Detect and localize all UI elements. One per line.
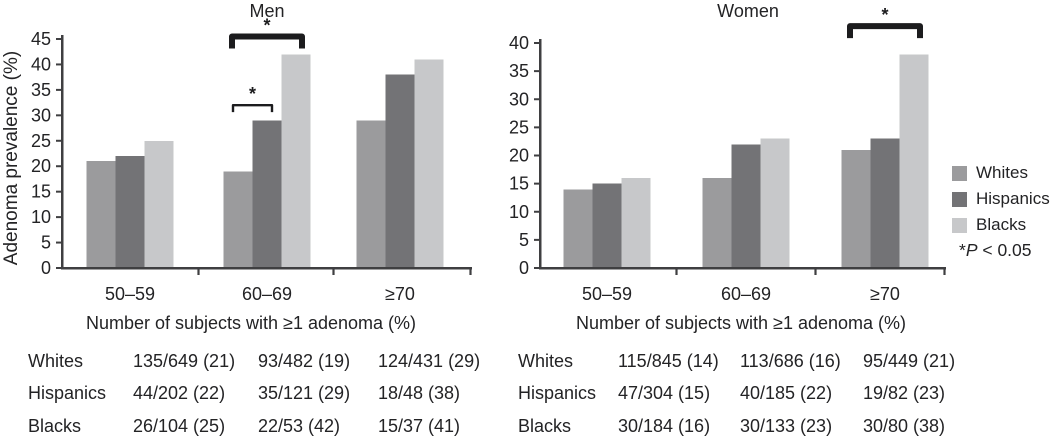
table-caption-women: Number of subjects with ≥1 adenoma (%) xyxy=(575,313,907,333)
y-tick-label: 0 xyxy=(41,258,51,278)
category-label: 50–59 xyxy=(105,284,155,304)
table-cell: 115/845 (14) xyxy=(618,350,719,371)
p-value-star: * xyxy=(959,240,966,260)
table-caption-men: Number of subjects with ≥1 adenoma (%) xyxy=(85,313,417,333)
table-cell: 35/121 (29) xyxy=(258,383,351,404)
y-tick-label: 45 xyxy=(31,29,51,49)
bar-hispanics-0 xyxy=(592,183,622,268)
y-tick-label: 40 xyxy=(31,54,51,74)
p-value-threshold: < 0.05 xyxy=(977,240,1032,260)
legend-item-blacks: Blacks xyxy=(952,212,1050,238)
counts-table-men: Whites 135/649 (21) 93/482 (19) 124/431 (29… xyxy=(28,345,518,437)
y-tick-label: 35 xyxy=(509,61,529,81)
bar-whites-1 xyxy=(223,171,253,268)
significance-bracket xyxy=(229,33,305,49)
y-tick-label: 10 xyxy=(509,202,529,222)
bar-blacks-1 xyxy=(281,54,311,269)
y-tick-label: 30 xyxy=(509,89,529,109)
legend-label: Whites xyxy=(976,163,1028,182)
bar-whites-2 xyxy=(356,120,386,268)
table-cell: 44/202 (22) xyxy=(133,383,226,404)
bar-whites-0 xyxy=(86,161,116,268)
y-tick-label: 35 xyxy=(31,80,51,100)
bar-blacks-0 xyxy=(144,140,174,268)
table-cell: 30/133 (23) xyxy=(740,415,833,436)
y-tick-label: 15 xyxy=(509,174,529,194)
significance-bracket xyxy=(231,103,274,113)
table-cell: 40/185 (22) xyxy=(740,383,833,404)
legend-item-hispanics: Hispanics xyxy=(952,186,1050,212)
bar-whites-2 xyxy=(841,149,871,268)
bar-hispanics-1 xyxy=(731,144,761,268)
table-cell: 15/37 (41) xyxy=(378,415,461,436)
table-cell: 22/53 (42) xyxy=(258,415,341,436)
y-tick-label: 40 xyxy=(509,33,529,53)
grouped-bar-charts: 0 5 10 15 20 25 30 35 40 45 50–59 60–69 ≥70 * * 0 5 10 15 2… xyxy=(31,5,946,304)
y-tick-label: 25 xyxy=(31,131,51,151)
table-cell: 26/104 (25) xyxy=(133,415,226,436)
table-row-label: Hispanics xyxy=(518,383,597,404)
table-cell: 18/48 (38) xyxy=(378,383,461,404)
y-tick-label: 5 xyxy=(41,233,51,253)
y-tick-label: 25 xyxy=(509,117,529,137)
chart-title-men: Men xyxy=(249,1,285,21)
significance-star: * xyxy=(249,84,256,104)
bar-blacks-0 xyxy=(621,178,651,268)
table-cell: 113/686 (16) xyxy=(740,350,841,371)
y-axis-label: Adenoma prevalence (%) xyxy=(1,50,22,266)
table-row-label: Hispanics xyxy=(28,383,107,404)
table-cell: 30/80 (38) xyxy=(863,415,946,436)
category-label: 50–59 xyxy=(582,284,632,304)
y-tick-label: 10 xyxy=(31,207,51,227)
counts-table-women: Whites 115/845 (14) 113/686 (16) 95/449 (21… xyxy=(518,345,993,437)
chart-panel-men: 0 5 10 15 20 25 30 35 40 45 50–59 60–69 ≥70 * * xyxy=(31,15,472,304)
table-cell: 93/482 (19) xyxy=(258,350,351,371)
table-cell: 30/184 (16) xyxy=(618,415,711,436)
table-cell: 95/449 (21) xyxy=(863,350,956,371)
significance-bracket xyxy=(847,23,923,39)
table-row-label: Blacks xyxy=(518,415,572,436)
legend: Whites Hispanics Blacks xyxy=(952,160,1050,238)
y-tick-label: 20 xyxy=(509,146,529,166)
category-label: 60–69 xyxy=(721,284,771,304)
table-cell: 47/304 (15) xyxy=(618,383,711,404)
bar-hispanics-2 xyxy=(385,74,415,268)
p-value-note: *P < 0.05 xyxy=(959,240,1032,261)
bar-hispanics-2 xyxy=(870,138,900,268)
table-row-label: Whites xyxy=(28,350,84,371)
y-tick-label: 15 xyxy=(31,182,51,202)
y-tick-label: 20 xyxy=(31,156,51,176)
legend-label: Hispanics xyxy=(976,189,1050,208)
legend-swatch-icon xyxy=(952,191,967,207)
legend-swatch-icon xyxy=(952,217,967,233)
bar-hispanics-0 xyxy=(115,156,145,268)
bar-blacks-1 xyxy=(760,138,790,268)
legend-swatch-icon xyxy=(952,165,967,181)
table-cell: 135/649 (21) xyxy=(133,350,236,371)
category-label: 60–69 xyxy=(242,284,292,304)
legend-label: Blacks xyxy=(976,215,1027,234)
category-label: ≥70 xyxy=(870,284,900,304)
table-cell: 19/82 (23) xyxy=(863,383,946,404)
bar-whites-1 xyxy=(702,178,732,268)
chart-panel-women: 0 5 10 15 20 25 30 35 40 50–59 60–69 ≥70 * xyxy=(509,5,946,304)
bar-whites-0 xyxy=(563,189,593,268)
table-row-label: Blacks xyxy=(28,415,82,436)
y-tick-label: 5 xyxy=(519,230,529,250)
table-row-label: Whites xyxy=(518,350,574,371)
bar-blacks-2 xyxy=(414,59,444,268)
bar-hispanics-1 xyxy=(252,120,282,268)
p-value-symbol: P xyxy=(965,240,978,260)
table-cell: 124/431 (29) xyxy=(378,350,481,371)
legend-item-whites: Whites xyxy=(952,160,1050,186)
y-tick-label: 0 xyxy=(519,258,529,278)
significance-star: * xyxy=(263,15,270,35)
bar-blacks-2 xyxy=(899,54,929,268)
y-tick-label: 30 xyxy=(31,105,51,125)
chart-title-women: Women xyxy=(717,1,779,21)
significance-star: * xyxy=(881,5,888,25)
category-label: ≥70 xyxy=(385,284,415,304)
